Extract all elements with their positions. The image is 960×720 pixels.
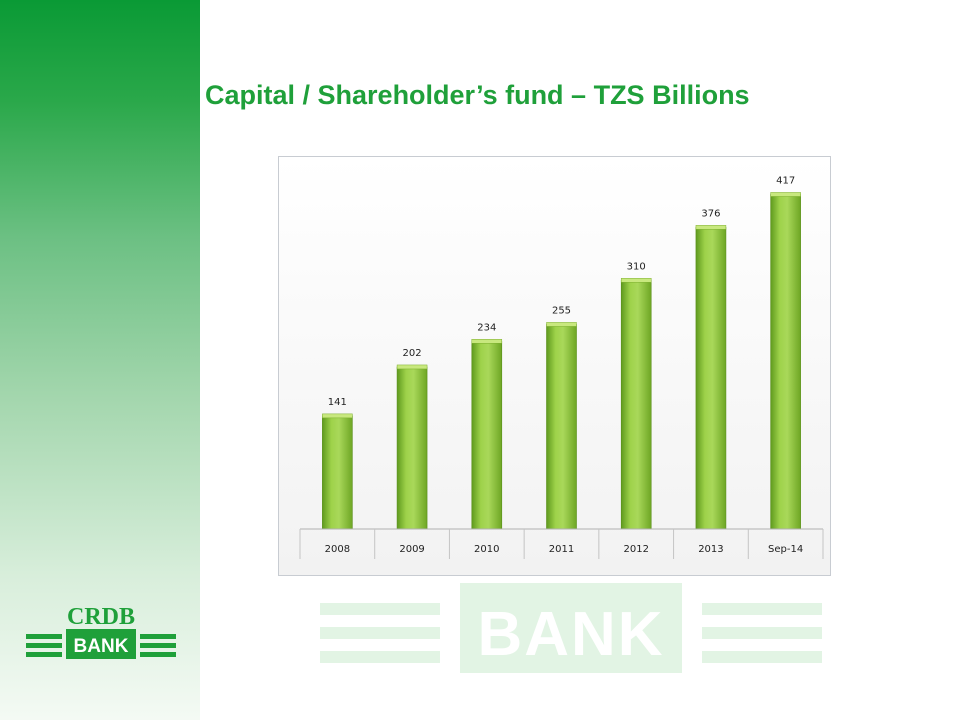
logo-brand-text: CRDB	[67, 604, 135, 630]
bar-2010	[471, 340, 503, 530]
bar-cap-2011	[546, 322, 577, 327]
watermark-stripes-left	[320, 603, 440, 663]
bar-cap-Sep-14	[770, 192, 801, 197]
bank-watermark: BANK	[320, 583, 822, 673]
tick-label-Sep-14: Sep-14	[768, 544, 803, 555]
bar-cap-2013	[695, 225, 727, 230]
data-label-2009: 202	[403, 348, 422, 359]
slide-title: Capital / Shareholder’s fund – TZS Billi…	[205, 80, 750, 110]
tick-label-2012: 2012	[623, 544, 648, 555]
data-label-2013: 376	[701, 208, 720, 219]
logo-bank-text: BANK	[74, 636, 129, 657]
green-sidebar	[0, 0, 200, 720]
bar-cap-2009	[396, 364, 428, 370]
bar-Sep-14	[770, 194, 801, 530]
watermark-stripes-right	[702, 603, 822, 663]
watermark-text: BANK	[477, 600, 664, 669]
tick-label-2013: 2013	[698, 544, 723, 555]
bar-cap-2010	[471, 339, 503, 344]
chart-frame: 141 202 234 255 310 376 417 2008 2009 2010 2011 20…	[278, 156, 831, 576]
data-label-2011: 255	[552, 305, 571, 316]
bar-2012	[620, 279, 652, 530]
data-label-Sep-14: 417	[776, 175, 795, 186]
bar-cap-2008	[322, 413, 353, 419]
data-label-2010: 234	[477, 322, 496, 333]
bar-chart: 141 202 234 255 310 376 417 2008 2009 2010 2011 20…	[278, 156, 831, 576]
tick-label-2008: 2008	[325, 544, 350, 555]
tick-label-2010: 2010	[474, 544, 499, 555]
data-label-2012: 310	[627, 261, 646, 272]
watermark-box	[460, 583, 682, 673]
tick-label-2009: 2009	[399, 544, 424, 555]
data-label-2008: 141	[328, 397, 347, 408]
bar-cap-2012	[620, 278, 652, 283]
bar-2009	[396, 366, 428, 530]
crdb-bank-logo-icon: CRDB BANK	[26, 604, 176, 659]
tick-label-2011: 2011	[549, 544, 574, 555]
bar-2008	[322, 415, 353, 530]
bar-2013	[695, 227, 727, 530]
bar-2011	[546, 324, 577, 530]
